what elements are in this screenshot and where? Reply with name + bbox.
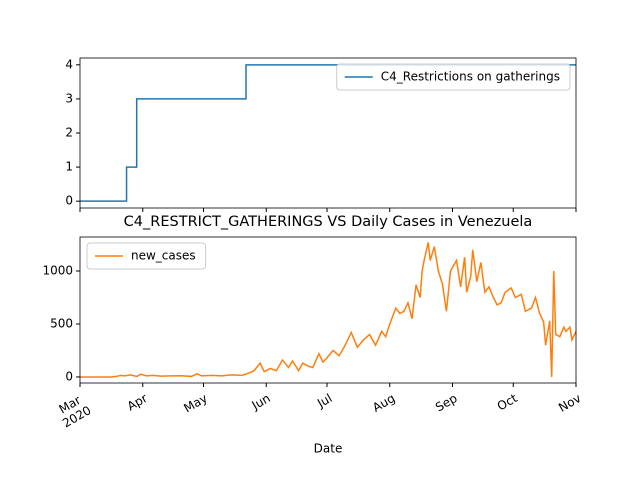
chart-title: C4_RESTRICT_GATHERINGS VS Daily Cases in… (124, 214, 533, 230)
y-tick-label: 0 (65, 369, 73, 383)
series-line (80, 64, 576, 202)
legend-label: new_cases (131, 249, 196, 263)
legend-box (86, 242, 207, 270)
y-tick-label: 4 (65, 57, 73, 71)
x-axis-label: Date (314, 442, 343, 456)
legend-label: C4_Restrictions on gatherings (381, 70, 560, 84)
series-line (80, 242, 577, 378)
y-tick-label: 1000 (42, 264, 73, 278)
y-tick-label: 500 (50, 316, 73, 330)
y-tick-label: 0 (65, 194, 73, 208)
axes-frame (79, 236, 577, 384)
y-tick-label: 1 (65, 160, 73, 174)
y-tick-label: 3 (65, 91, 73, 105)
y-tick-label: 2 (65, 126, 73, 140)
legend-box (336, 63, 571, 91)
axes-frame (79, 57, 577, 209)
